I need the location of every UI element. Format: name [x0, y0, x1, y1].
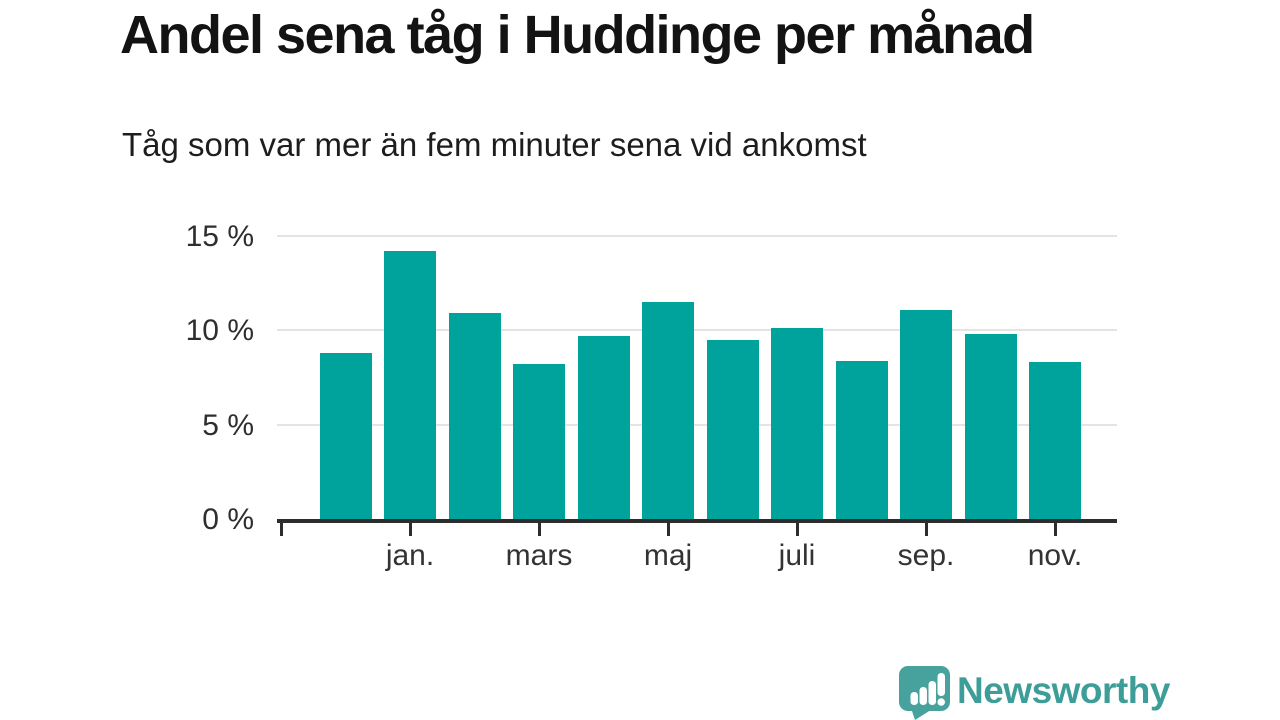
x-axis-tick — [666, 523, 670, 536]
x-axis-label: maj — [643, 539, 693, 572]
x-axis-tick — [1053, 523, 1057, 536]
x-axis-label: mars — [505, 539, 573, 572]
chart-bar-feb. — [448, 313, 501, 519]
y-axis-label: 0 % — [202, 503, 254, 536]
chart-bar-juli — [771, 328, 823, 519]
x-axis-tick — [795, 523, 799, 536]
x-axis-tick — [408, 523, 412, 536]
y-axis-label: 15 % — [185, 220, 254, 253]
chart-bar-sep. — [900, 309, 952, 519]
newsworthy-logo: Newsworthy — [898, 664, 1170, 720]
y-axis-labels: 0 % 5 % 10 % 15 % — [0, 222, 254, 536]
gridline-5 — [277, 423, 1117, 426]
chart-bar-aug. — [835, 360, 888, 519]
logo-bars-glyph — [910, 673, 945, 706]
page-title: Andel sena tåg i Huddinge per månad — [120, 5, 1035, 65]
chart-bar-okt. — [964, 334, 1017, 519]
x-axis-label: juli — [778, 539, 816, 572]
y-axis-label: 10 % — [185, 314, 254, 348]
x-axis-tick — [924, 523, 928, 536]
chart-bar-mars — [513, 364, 565, 519]
chart-area — [277, 235, 1117, 536]
chart-bar-dec. — [319, 352, 372, 519]
chart-bar-jan. — [384, 251, 436, 519]
x-axis-label: nov. — [1027, 539, 1083, 572]
logo-speech-bubble-bar-chart-icon — [899, 666, 950, 720]
y-axis-label: 5 % — [202, 408, 254, 442]
x-axis-line — [277, 519, 1117, 523]
x-axis-tick — [279, 523, 283, 536]
gridline-10 — [277, 329, 1117, 332]
x-axis-label: sep. — [897, 539, 955, 572]
gridline-15 — [277, 235, 1117, 237]
chart-bar-juni — [706, 339, 759, 519]
chart-bar-maj — [642, 302, 694, 519]
logo-text: Newsworthy — [957, 670, 1170, 711]
page-subtitle: Tåg som var mer än fem minuter sena vid … — [122, 126, 867, 163]
x-axis-tick — [537, 523, 541, 536]
x-axis-label: jan. — [385, 539, 435, 572]
x-axis-tick-labels: jan. mars maj juli sep. nov. — [277, 536, 1117, 580]
chart-bar-nov. — [1029, 362, 1081, 519]
chart-bar-apr. — [577, 335, 630, 519]
